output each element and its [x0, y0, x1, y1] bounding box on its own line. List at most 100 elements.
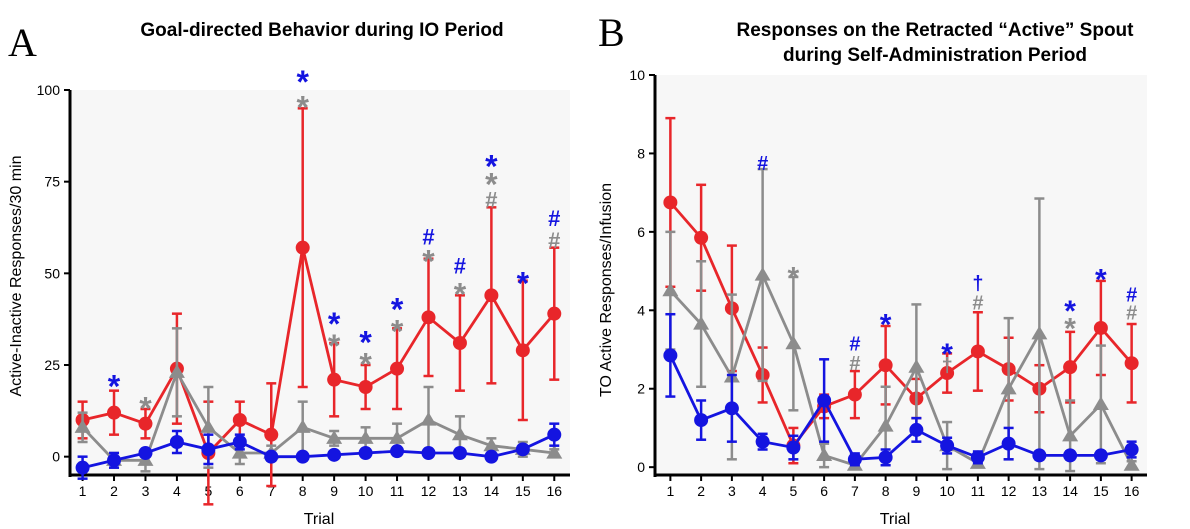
data-point — [1093, 448, 1108, 463]
x-tick-label: 6 — [236, 483, 244, 499]
data-point — [694, 230, 709, 245]
y-tick-label: 6 — [637, 224, 645, 240]
x-tick-label: 14 — [1062, 483, 1078, 499]
data-point — [107, 453, 122, 468]
data-point — [1063, 360, 1078, 375]
panel-label-a: A — [8, 20, 37, 65]
data-point — [909, 422, 924, 437]
data-point — [138, 416, 153, 431]
data-point — [817, 393, 832, 408]
x-tick-label: 11 — [971, 483, 986, 499]
y-tick-label: 0 — [52, 449, 60, 465]
x-tick-label: 16 — [546, 483, 562, 499]
x-tick-label: 4 — [173, 483, 181, 499]
data-point — [358, 380, 373, 394]
annotations-b: #*##**†#†***## — [757, 153, 1137, 377]
x-tick-label: 6 — [820, 483, 828, 499]
significance-mark: * — [359, 324, 372, 360]
data-point — [483, 437, 500, 452]
data-point — [420, 412, 437, 426]
x-tick-label: 2 — [697, 483, 705, 499]
data-point — [786, 440, 801, 455]
significance-mark: # — [548, 206, 560, 231]
significance-mark: † — [972, 273, 983, 295]
x-tick-label: 12 — [421, 483, 437, 499]
x-tick-label: 13 — [452, 483, 468, 499]
x-tick-label: 15 — [1093, 483, 1109, 499]
series-group-a — [74, 107, 563, 506]
panel-label-b: B — [598, 10, 625, 55]
y-axis-label-a: Active-Inactive Responses/30 min — [8, 156, 25, 397]
data-point — [358, 446, 373, 460]
x-axis-label-b: Trial — [880, 511, 911, 528]
x-axis-label-a: Trial — [304, 511, 335, 528]
data-point — [1063, 448, 1078, 463]
data-point — [940, 366, 955, 381]
significance-mark: * — [296, 64, 309, 100]
data-point — [878, 450, 893, 465]
data-point — [390, 444, 405, 459]
data-point — [693, 316, 710, 330]
data-point — [785, 335, 802, 350]
data-point — [515, 442, 530, 457]
data-point — [107, 405, 122, 420]
x-tick-label: 4 — [759, 483, 767, 499]
data-point — [663, 195, 678, 210]
chart-title-b: Responses on the Retracted “Active” Spou… — [737, 20, 1135, 41]
significance-mark: * — [391, 313, 404, 349]
significance-mark: * — [1064, 313, 1076, 346]
significance-mark: * — [485, 167, 498, 203]
y-axis-label-b: TO Active Responses/Infusion — [598, 183, 615, 397]
x-tick-label: 7 — [267, 483, 275, 499]
series-group-b — [662, 116, 1140, 473]
data-point — [877, 417, 894, 432]
significance-mark: # — [485, 188, 497, 213]
x-tick-label: 14 — [484, 483, 500, 499]
significance-mark: * — [139, 390, 152, 426]
y-tick-label: 4 — [637, 302, 645, 318]
data-point — [755, 434, 770, 449]
data-point — [878, 358, 893, 373]
x-tick-label: 1 — [79, 483, 87, 499]
x-tick-label: 12 — [1001, 483, 1017, 499]
data-point — [970, 344, 985, 359]
annotations-a: ******** ***#*##***## — [108, 64, 561, 426]
x-tick-label: 2 — [110, 483, 118, 499]
data-point — [970, 450, 985, 465]
significance-mark: * — [1064, 295, 1076, 328]
data-point — [232, 413, 247, 427]
data-point — [546, 445, 563, 459]
data-point — [484, 288, 499, 303]
data-point — [295, 240, 310, 255]
y-tick-label: 100 — [37, 82, 61, 98]
significance-mark: * — [359, 346, 372, 382]
significance-mark: * — [328, 328, 341, 364]
x-tick-label: 15 — [515, 483, 531, 499]
y-tick-label: 0 — [637, 459, 645, 475]
significance-mark: # — [1126, 302, 1137, 324]
x-tick-label: 8 — [299, 483, 307, 499]
data-point — [663, 348, 678, 363]
axes-a: 025507510012345678910111213141516 — [37, 82, 570, 499]
data-point — [662, 282, 679, 297]
x-tick-label: 1 — [666, 483, 674, 499]
significance-mark: # — [849, 334, 860, 356]
significance-mark: * — [454, 277, 467, 313]
series-blue — [75, 422, 562, 480]
significance-mark: # — [454, 254, 466, 279]
series-line — [669, 354, 1132, 461]
data-point — [200, 419, 217, 433]
data-point — [232, 435, 247, 449]
data-point — [75, 460, 90, 475]
data-point — [724, 401, 739, 416]
panel-a: A Goal-directed Behavior during IO Perio… — [0, 0, 590, 529]
data-point — [1062, 427, 1079, 442]
data-point — [547, 306, 562, 321]
series-blue — [663, 312, 1139, 467]
significance-mark: * — [391, 291, 404, 327]
data-point — [168, 364, 185, 378]
significance-mark: * — [296, 90, 309, 126]
y-tick-label: 75 — [44, 174, 60, 190]
series-line — [669, 271, 1133, 467]
data-point — [1123, 457, 1140, 471]
